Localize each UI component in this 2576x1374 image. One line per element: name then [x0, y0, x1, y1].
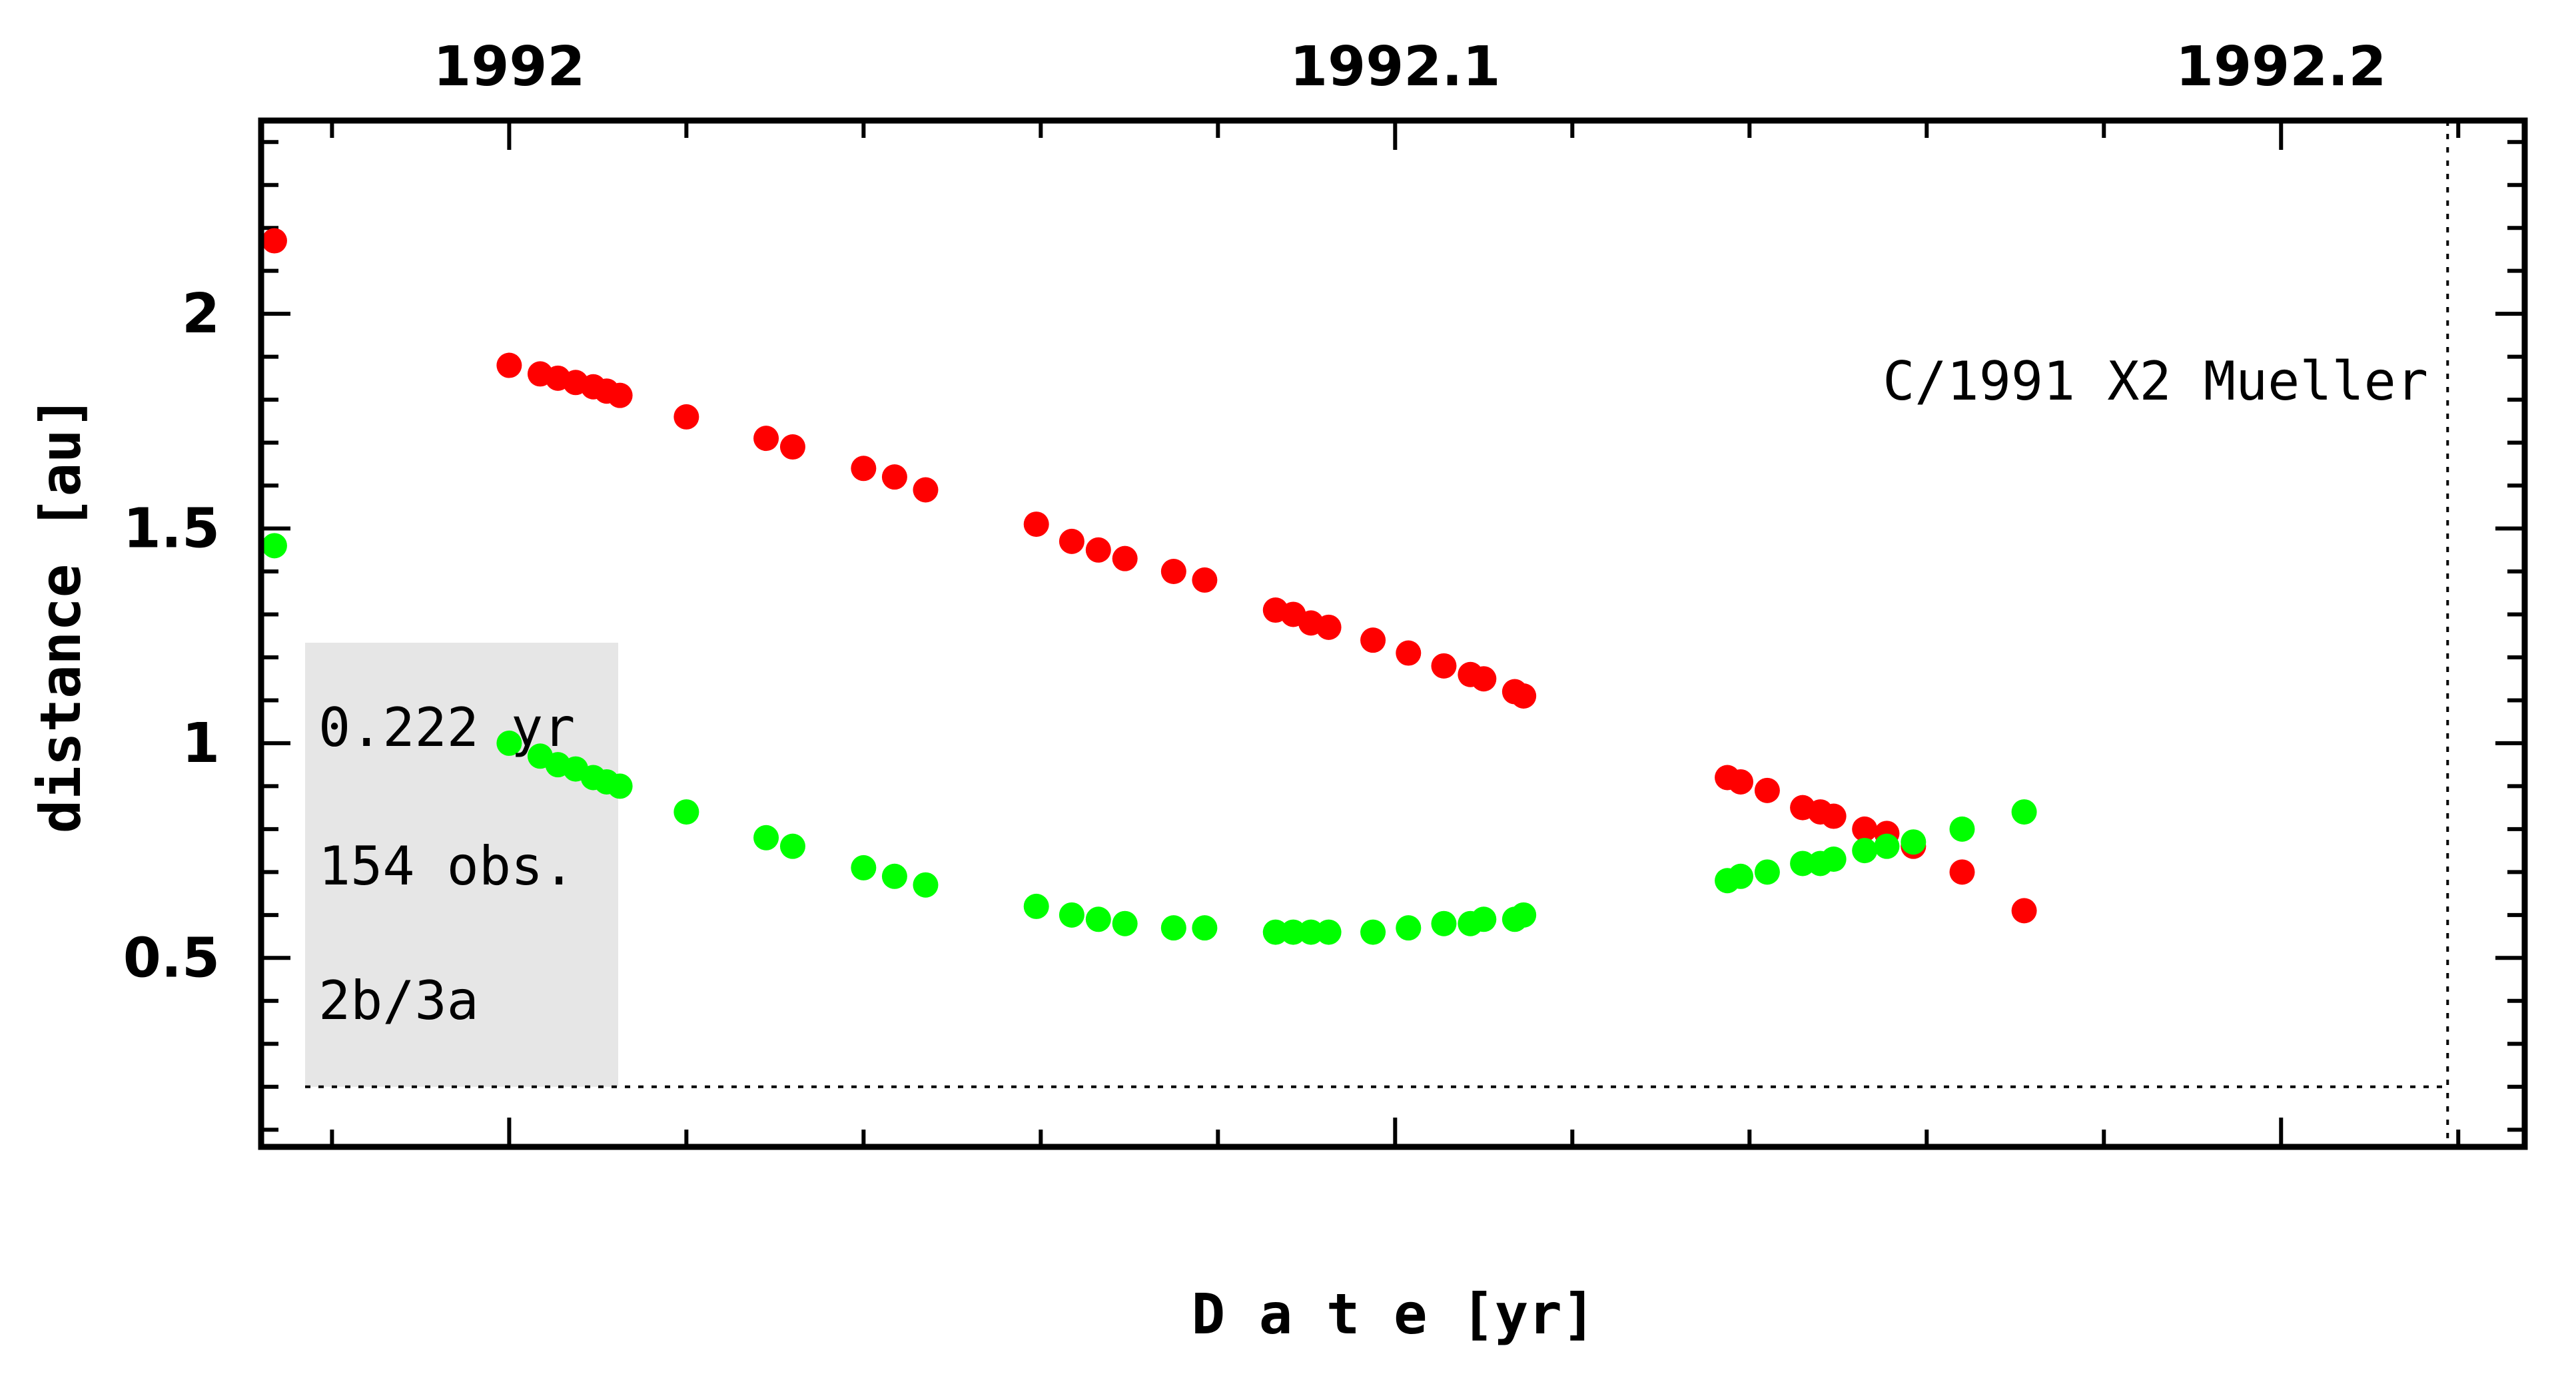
red-point	[1511, 683, 1537, 709]
red-point	[1431, 653, 1457, 679]
green-point	[496, 730, 522, 756]
plot-frame	[258, 117, 2528, 1150]
green-point	[607, 773, 633, 799]
green-point	[1396, 915, 1422, 941]
x-tick-label: 1992.2	[2176, 35, 2386, 99]
x-axis-title: D a t e [yr]	[1192, 1281, 1596, 1347]
red-point	[607, 382, 633, 408]
green-point	[1511, 902, 1537, 928]
red-point	[496, 352, 522, 378]
red-point	[1112, 545, 1138, 571]
chart-title: C/1991 X2 Mueller	[1883, 350, 2428, 412]
green-point	[1901, 829, 1927, 855]
data-points	[261, 228, 2037, 945]
red-point	[1360, 627, 1386, 653]
green-point	[1160, 915, 1186, 941]
green-point	[261, 533, 287, 559]
green-point	[1085, 906, 1111, 932]
x-tick-label: 1992.1	[1290, 35, 1500, 99]
info-box-line: 0.222 yr	[318, 697, 575, 759]
y-tick-label: 1	[182, 712, 220, 775]
green-point	[1112, 910, 1138, 936]
red-point	[1160, 559, 1186, 585]
red-point	[2011, 898, 2037, 924]
red-point	[779, 434, 805, 460]
green-point	[1316, 919, 1342, 945]
red-point	[1396, 640, 1422, 666]
green-point	[1471, 906, 1497, 932]
red-point	[881, 464, 907, 490]
red-point	[1085, 537, 1111, 563]
green-point	[1298, 919, 1324, 945]
y-axis-title: distance [au]	[28, 396, 93, 833]
green-point	[1059, 902, 1084, 928]
red-point	[1471, 666, 1497, 692]
green-point	[2011, 799, 2037, 825]
green-point	[913, 872, 939, 898]
green-point	[1262, 919, 1288, 945]
green-point	[673, 799, 699, 825]
green-point	[1790, 851, 1816, 876]
green-point	[1754, 859, 1780, 885]
red-point	[1728, 769, 1754, 795]
green-point	[881, 863, 907, 889]
green-point	[1949, 816, 1975, 842]
red-point	[1821, 803, 1847, 829]
info-box-line: 154 obs.	[318, 835, 575, 897]
green-point	[1280, 919, 1306, 945]
red-point	[753, 426, 779, 452]
green-point	[1192, 915, 1218, 941]
red-point	[261, 228, 287, 254]
red-point	[1023, 512, 1049, 537]
y-tick-label: 1.5	[123, 498, 220, 561]
tick-labels: 1992 1992.1 1992.2 0.5 1 1.5 2	[123, 35, 2387, 990]
green-point	[753, 825, 779, 851]
y-tick-label: 2	[182, 282, 220, 346]
green-point	[1728, 863, 1754, 889]
green-point	[1431, 910, 1457, 936]
red-point	[913, 477, 939, 503]
green-point	[1852, 838, 1878, 864]
green-point	[1360, 919, 1386, 945]
red-point	[1852, 816, 1878, 842]
red-point	[673, 404, 699, 430]
green-point	[1023, 893, 1049, 919]
x-tick-label: 1992	[433, 35, 585, 99]
green-point	[779, 833, 805, 859]
red-point	[1059, 528, 1084, 554]
info-box-lines: 0.222 yr 154 obs. 2b/3a	[318, 697, 575, 1032]
red-point	[1316, 614, 1342, 640]
y-tick-label: 0.5	[123, 926, 220, 990]
green-point	[1874, 833, 1900, 859]
info-box-line: 2b/3a	[318, 970, 479, 1032]
red-point	[1754, 777, 1780, 803]
green-point	[1821, 847, 1847, 872]
red-point	[1192, 567, 1218, 593]
info-box	[305, 643, 618, 1087]
reference-lines	[305, 121, 2449, 1147]
green-point	[851, 855, 877, 880]
red-point	[851, 456, 877, 482]
red-point	[1949, 859, 1975, 885]
